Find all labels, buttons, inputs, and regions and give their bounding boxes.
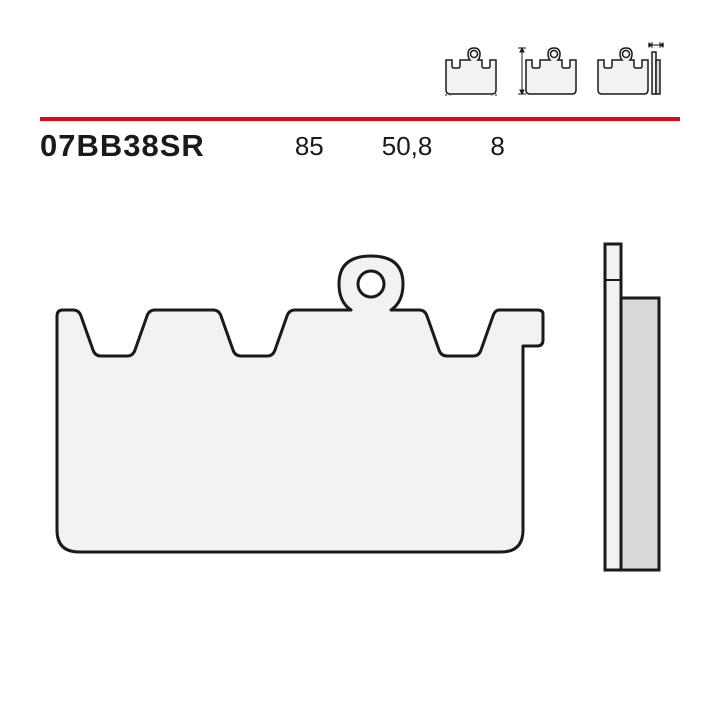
part-number: 07BB38SR xyxy=(40,128,205,164)
dimension-icons-row xyxy=(438,40,664,96)
side-view xyxy=(605,244,659,570)
diagram-container: 07BB38SR 85 50,8 8 xyxy=(40,40,684,684)
thickness-dimension-icon xyxy=(590,40,664,96)
brake-pad-diagram-svg xyxy=(45,240,685,610)
width-dimension-icon xyxy=(438,40,504,96)
accent-divider-line xyxy=(40,108,680,112)
dimension-thickness: 8 xyxy=(490,131,504,162)
dimension-height: 50,8 xyxy=(382,131,433,162)
spec-row: 07BB38SR 85 50,8 8 xyxy=(40,128,680,164)
height-dimension-icon xyxy=(512,40,582,96)
main-diagram xyxy=(45,240,685,600)
dimension-width: 85 xyxy=(295,131,324,162)
front-view xyxy=(57,256,543,552)
